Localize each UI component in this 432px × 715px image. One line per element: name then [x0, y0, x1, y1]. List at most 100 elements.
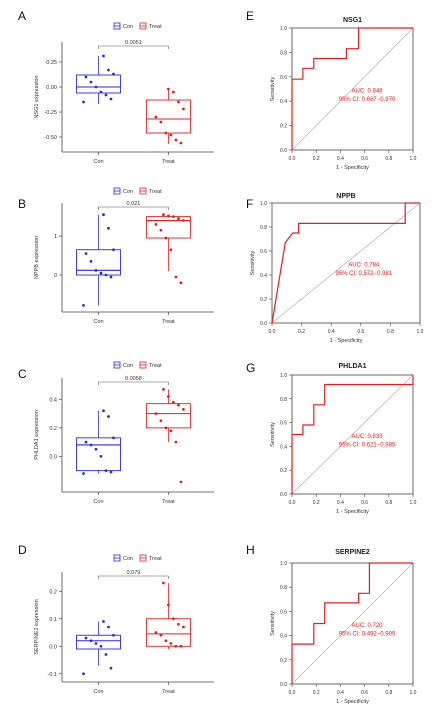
data-point [82, 303, 85, 307]
roc-curve [291, 27, 413, 150]
data-point [107, 415, 110, 418]
y-tick-label: 0.0 [49, 454, 57, 460]
auc-label: AUC: 0.784 [348, 263, 380, 269]
data-point [169, 429, 173, 433]
data-point [112, 436, 115, 440]
roc-title: PHLDA1 [338, 363, 366, 370]
p-value-label: 0.021 [127, 201, 141, 207]
data-point [169, 642, 173, 645]
x-tick-label: 0.6 [361, 156, 368, 162]
y-tick-label: 0.2 [280, 124, 287, 130]
ci-label: 95% CI: 0.572−0.981 [335, 271, 392, 277]
y-tick-label: 0.8 [260, 225, 267, 231]
data-point [99, 271, 103, 275]
data-point [82, 472, 85, 475]
roc-panel-g: G PHLDA1 0.00.0 0.2 0.2 0.4 0.4 0.6 0.6 0.8 0.8 1.0… [246, 361, 417, 515]
legend-label-treat: Treat [149, 24, 162, 30]
y-tick-label: 0 [54, 273, 57, 279]
data-point [169, 248, 173, 252]
panel-label: F [246, 197, 253, 211]
data-point [164, 236, 168, 240]
data-point [177, 217, 180, 220]
data-point [164, 426, 168, 430]
data-point [159, 228, 163, 232]
diagonal-reference [291, 27, 414, 151]
data-point [162, 388, 165, 391]
panel-label: D [18, 543, 27, 557]
data-point [82, 100, 85, 104]
y-axis-label: Sensitivity [270, 611, 276, 636]
data-point [104, 273, 108, 277]
legend-label-con: Con [123, 556, 133, 562]
data-point [107, 226, 110, 230]
box-con [76, 249, 121, 276]
x-tick-label: 0.4 [337, 156, 344, 162]
data-point [112, 248, 115, 252]
roc-title: SERPINE2 [335, 549, 370, 556]
y-tick-label: 0.0 [280, 492, 287, 498]
x-tick-label: 0.2 [298, 329, 305, 335]
data-point [172, 215, 175, 219]
plot-frame [291, 562, 414, 685]
roc-curve [291, 375, 414, 494]
x-tick-label: Treat [162, 159, 175, 165]
y-tick-label: 0.2 [260, 297, 267, 303]
x-tick-label: 0.8 [385, 690, 392, 696]
x-tick-label: 0.8 [385, 500, 392, 506]
data-point [182, 407, 185, 411]
y-tick-label: 0.8 [280, 50, 287, 56]
y-tick-label: 0.2 [280, 658, 287, 664]
data-point [174, 138, 178, 142]
data-point [89, 443, 93, 447]
x-tick-label: 1.0 [417, 329, 424, 335]
p-value-label: 0.079 [127, 570, 141, 576]
data-point [94, 642, 98, 645]
x-tick-label: 0.2 [313, 690, 320, 696]
data-point [102, 409, 105, 413]
y-tick-label: -0.1 [48, 672, 57, 678]
box-treat [145, 99, 191, 134]
y-tick-label: 0.4 [260, 273, 267, 279]
data-point [102, 54, 105, 58]
y-tick-label: -0.50 [44, 135, 57, 141]
p-value-label: 0.0051 [125, 40, 142, 46]
data-point [82, 672, 85, 676]
panel-label: G [246, 361, 255, 375]
panel-label: E [246, 9, 254, 23]
y-tick-label: 0.25 [46, 60, 57, 66]
box-panel-c: C Con Treat 0.0 0.2 0.4 Con Treat PHLDA1 express… [18, 361, 214, 505]
x-tick-label: 0.4 [328, 329, 335, 335]
y-tick-label: 0.6 [280, 609, 287, 615]
data-point [179, 480, 183, 484]
y-axis-label: Sensitivity [270, 422, 276, 447]
diagonal-reference [291, 374, 414, 495]
box-treat [145, 618, 191, 647]
data-point [174, 440, 178, 444]
x-tick-label: 0.4 [337, 500, 344, 506]
y-tick-label: 0.2 [280, 468, 287, 474]
y-tick-label: 1.0 [280, 373, 287, 379]
auc-label: AUC: 0.720 [352, 623, 384, 629]
data-point [154, 631, 158, 634]
box-con [76, 437, 121, 472]
data-point [84, 252, 88, 256]
roc-title: NSG1 [343, 17, 362, 24]
y-tick-label: 0.1 [49, 617, 57, 623]
data-point [177, 403, 180, 407]
roc-panel-f: F NPPB 0.00.0 0.2 0.2 0.4 0.4 0.6 0.6 0.8 0.8 1.0 1.… [246, 193, 424, 344]
box-con [76, 74, 121, 94]
y-tick-label: 1.0 [280, 561, 287, 567]
ci-label: 95% CI: 0.492−0.909 [339, 632, 396, 638]
y-axis-label: SERPINE2 expression [34, 599, 40, 654]
y-axis-label: PHLDA1 expression [34, 410, 40, 460]
x-tick-label: 0.8 [385, 156, 392, 162]
x-tick-label: Con [93, 689, 103, 695]
data-point [99, 90, 103, 94]
y-tick-label: 0.4 [280, 634, 287, 640]
box-panel-d: D Con Treat -0.1 0.0 0.1 0.2 Con Treat SERPINE2 e… [18, 543, 214, 695]
y-tick-label: 0.0 [49, 644, 57, 650]
data-point [172, 617, 175, 621]
box-treat [145, 403, 191, 429]
y-tick-label: 0.6 [260, 249, 267, 255]
